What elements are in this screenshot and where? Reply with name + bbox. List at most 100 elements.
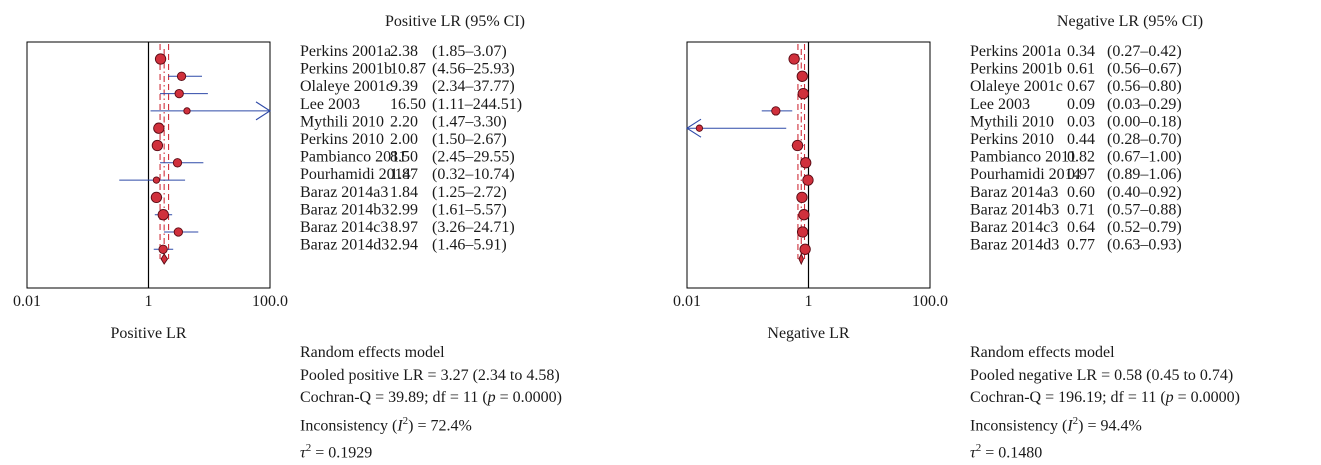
study-label: Pourhamidi 2014 (970, 166, 1081, 183)
study-point (791, 139, 804, 152)
study-point (154, 53, 167, 65)
study-ci: (1.11–244.51) (432, 96, 522, 113)
study-value: 0.09 (1067, 96, 1095, 113)
study-point (788, 53, 800, 65)
x-axis-label: Negative LR (767, 325, 850, 342)
study-label: Baraz 2014b3 (970, 201, 1059, 218)
tick-label: 0.01 (13, 293, 41, 310)
cochran-q-line: Cochran-Q = 39.89; df = 11 (p = 0.0000) (300, 389, 562, 406)
study-ci: (0.27–0.42) (1107, 43, 1182, 60)
study-ci: (0.89–1.06) (1107, 166, 1182, 183)
study-label: Baraz 2014d3 (300, 237, 389, 254)
positive-lr-summary: Random effects model Pooled positive LR … (300, 342, 562, 465)
ci-arrow-left (685, 118, 702, 138)
study-value: 0.67 (1067, 78, 1095, 95)
study-value: 0.44 (1067, 131, 1095, 148)
study-value: 8.97 (390, 219, 418, 236)
study-value: 9.39 (390, 78, 418, 95)
random-effects-label: Random effects model (300, 344, 445, 361)
study-ci: (1.61–5.57) (432, 201, 507, 218)
study-label: Perkins 2001b (970, 61, 1062, 78)
x-axis-label: Positive LR (110, 325, 186, 342)
negative-lr-summary: Random effects model Pooled negative LR … (970, 342, 1240, 465)
study-value: 1.87 (390, 166, 418, 183)
study-value: 2.38 (390, 43, 418, 60)
positive-lr-panel: Perkins 2001a 2.38 (1.85–3.07) Perkins 2001… (0, 0, 660, 465)
study-label: Perkins 2010 (970, 131, 1054, 148)
study-point (800, 157, 812, 169)
study-point (157, 209, 169, 221)
inconsistency-line: Inconsistency (I2) = 72.4% (300, 414, 472, 434)
study-ci: (0.52–0.79) (1107, 219, 1182, 236)
study-ci: (0.00–0.18) (1107, 113, 1182, 130)
pooled-diamond (160, 253, 169, 265)
study-value: 0.61 (1067, 61, 1095, 78)
study-label: Baraz 2014a3 (300, 184, 388, 201)
study-ci: (0.32–10.74) (432, 166, 515, 183)
study-value: 0.71 (1067, 201, 1095, 218)
study-value: 2.00 (390, 131, 418, 148)
study-ci: (0.28–0.70) (1107, 131, 1182, 148)
study-point (798, 209, 810, 221)
study-label: Baraz 2014b3 (300, 201, 389, 218)
study-value: 0.77 (1067, 237, 1095, 254)
study-ci: (1.46–5.91) (432, 237, 507, 254)
random-effects-label: Random effects model (970, 344, 1115, 361)
study-ci: (1.85–3.07) (432, 43, 507, 60)
study-value: 1.84 (390, 184, 418, 201)
study-point (151, 139, 164, 152)
study-label: Baraz 2014a3 (970, 184, 1058, 201)
study-label: Lee 2003 (300, 96, 360, 113)
study-label: Baraz 2014d3 (970, 237, 1059, 254)
pooled-estimate-line: Pooled negative LR = 0.58 (0.45 to 0.74) (970, 366, 1234, 384)
tick-label: 0.01 (673, 293, 701, 310)
tick-label: 1 (145, 293, 153, 310)
study-label: Mythili 2010 (300, 113, 384, 130)
study-value: 8.50 (390, 149, 418, 166)
study-value: 0.34 (1067, 43, 1095, 60)
study-label: Olaleye 2001c (970, 78, 1063, 95)
study-point (173, 227, 184, 237)
study-label: Perkins 2001b (300, 61, 392, 78)
study-value: 2.20 (390, 113, 418, 130)
ci-arrow-right (255, 101, 272, 121)
study-value: 0.82 (1067, 149, 1095, 166)
study-point (796, 226, 809, 238)
study-point (183, 107, 191, 115)
study-label: Pourhamidi 2014 (300, 166, 411, 183)
study-point (802, 174, 814, 186)
study-point (174, 88, 184, 99)
inconsistency-line: Inconsistency (I2) = 94.4% (970, 414, 1142, 434)
study-ci: (1.50–2.67) (432, 131, 507, 148)
study-point (695, 124, 704, 132)
tick-label: 1 (805, 293, 813, 310)
study-ci: (1.25–2.72) (432, 184, 507, 201)
study-ci: (0.56–0.67) (1107, 61, 1182, 78)
study-point (150, 191, 163, 204)
column-header: Positive LR (95% CI) (385, 13, 525, 30)
study-point (796, 70, 808, 82)
study-ci: (0.40–0.92) (1107, 184, 1182, 201)
study-point (172, 158, 183, 168)
study-ci: (3.26–24.71) (432, 219, 515, 236)
study-value: 2.99 (390, 201, 418, 218)
study-ci: (0.03–0.29) (1107, 96, 1182, 113)
study-ci: (0.57–0.88) (1107, 201, 1182, 218)
study-label: Olaleye 2001c (300, 78, 393, 95)
study-point (152, 176, 161, 184)
study-label: Perkins 2010 (300, 131, 384, 148)
study-value: 10.87 (390, 61, 426, 78)
study-point (771, 106, 781, 116)
study-value: 0.03 (1067, 113, 1095, 130)
study-label: Baraz 2014c3 (970, 219, 1058, 236)
study-value: 16.50 (390, 96, 426, 113)
study-label: Lee 2003 (970, 96, 1030, 113)
study-label: Pambianco 2011 (970, 149, 1077, 166)
study-label: Perkins 2001a (300, 43, 391, 60)
tick-label: 100.0 (252, 293, 288, 310)
study-label: Baraz 2014c3 (300, 219, 388, 236)
study-label: Perkins 2001a (970, 43, 1061, 60)
negative-lr-forest-plot: Perkins 2001a 0.34 (0.27–0.42) Perkins 2001… (673, 13, 1203, 342)
tau-squared-line: τ2 = 0.1480 (970, 442, 1043, 462)
